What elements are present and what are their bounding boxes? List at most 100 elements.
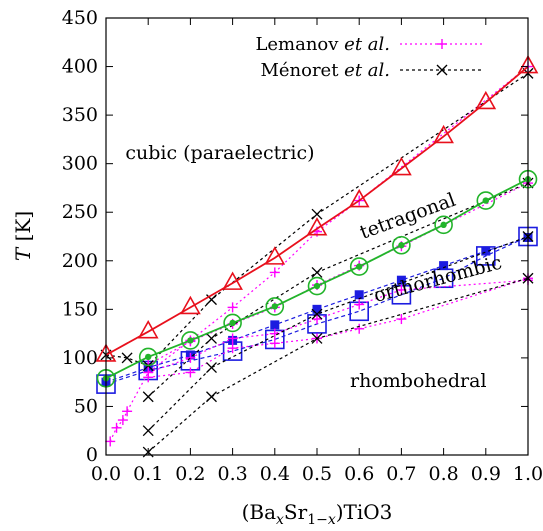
data-point: [265, 297, 285, 316]
data-point: [206, 391, 217, 403]
data-point: [349, 257, 369, 276]
data-point: [122, 406, 133, 417]
data-point: [269, 338, 280, 349]
data-point: [223, 313, 242, 333]
series-line: [147, 182, 529, 398]
series-line: [148, 277, 529, 378]
data-point: [117, 415, 128, 426]
x-tick-label: 0.3: [217, 463, 247, 485]
x-tick-label: 0.7: [386, 463, 416, 485]
data-point: [348, 188, 370, 208]
data-point: [475, 90, 497, 110]
x-tick-label: 0.0: [91, 463, 121, 485]
data-point: [391, 156, 412, 176]
series-sim_orthorhombic-2: [101, 232, 533, 387]
x-tick-label: 1.0: [513, 463, 543, 485]
data-point: [354, 299, 365, 310]
series-sim_tetragonal-1: [96, 169, 538, 388]
data-point: [206, 333, 217, 344]
data-point: [311, 308, 323, 320]
series-lemanov-7: [143, 273, 533, 383]
data-point: [185, 367, 196, 378]
data-point: [227, 343, 238, 354]
data-point: [269, 267, 280, 278]
series-line: [148, 279, 529, 374]
data-point: [206, 362, 217, 374]
x-tick-label: 0.9: [471, 463, 501, 485]
y-tick-label: 100: [62, 347, 98, 369]
data-point: [270, 320, 280, 330]
data-point: [185, 352, 196, 363]
phase-label: orthorhombic: [371, 252, 504, 307]
series-menoret-9: [142, 177, 534, 403]
y-tick-label: 300: [62, 153, 98, 175]
series-line: [105, 236, 529, 383]
data-point: [354, 323, 365, 334]
data-point: [307, 276, 327, 296]
data-point: [105, 436, 116, 447]
data-point: [264, 246, 286, 265]
data-point: [312, 304, 322, 314]
data-point: [311, 333, 323, 344]
x-tick-label: 0.8: [428, 463, 458, 485]
y-axis-label: T [K]: [11, 211, 35, 261]
data-point: [311, 266, 323, 278]
data-point: [227, 333, 238, 344]
data-point: [311, 208, 323, 220]
y-tick-label: 350: [62, 104, 98, 126]
y-tick-label: 400: [62, 56, 98, 78]
data-point: [142, 391, 154, 403]
series-line: [105, 72, 529, 367]
x-tick-label: 0.4: [260, 463, 290, 485]
legend-entry: Ménoret et al.: [260, 60, 484, 81]
y-tick-label: 200: [62, 250, 98, 272]
series-layer: [95, 54, 539, 458]
phase-label: rhombohedral: [350, 370, 487, 392]
data-point: [476, 191, 496, 210]
data-point: [306, 217, 328, 236]
phase-label: cubic (paraelectric): [125, 142, 314, 164]
y-tick-label: 0: [86, 444, 98, 466]
x-tick-label: 0.1: [133, 463, 163, 485]
data-point: [433, 124, 454, 144]
series-lemanov-6: [143, 275, 533, 378]
legend-label: Lemanov et al.: [255, 34, 390, 55]
legend-label: Ménoret et al.: [260, 60, 390, 81]
x-tick-label: 0.6: [344, 463, 374, 485]
y-tick-label: 50: [74, 395, 98, 417]
data-point: [312, 314, 322, 325]
legend-marker: [436, 64, 448, 76]
data-point: [396, 284, 407, 295]
y-tick-label: 450: [62, 7, 98, 29]
series-line: [147, 277, 529, 453]
data-point: [354, 290, 364, 300]
data-point: [481, 246, 491, 256]
y-tick-label: 250: [62, 201, 98, 223]
axes: 0.0 0.1 0.2 0.3 0.4 0.5 0.6 0.7 0.8 0.9 1.0 0 50 100 1…: [62, 7, 543, 485]
data-point: [227, 302, 238, 313]
data-point: [396, 314, 407, 325]
legend-entry: Lemanov et al.: [255, 34, 484, 55]
x-tick-label: 0.5: [302, 463, 332, 485]
data-point: [142, 425, 154, 437]
legend-marker: [437, 39, 447, 49]
data-point: [180, 295, 201, 315]
data-point: [181, 331, 200, 350]
y-tick-label: 150: [62, 298, 98, 320]
data-point: [111, 422, 122, 433]
data-point: [137, 320, 159, 339]
x-axis-label: (BaxSr1−x)TiO3: [242, 500, 393, 528]
data-point: [138, 347, 158, 367]
data-point: [439, 261, 449, 271]
data-point: [143, 372, 154, 383]
data-point: [434, 215, 453, 235]
series-line: [147, 235, 529, 432]
data-point: [392, 235, 411, 255]
data-point: [222, 271, 243, 290]
x-tick-label: 0.2: [175, 463, 205, 485]
data-point: [121, 352, 133, 364]
legend: Lemanov et al. Ménoret et al.: [255, 34, 484, 81]
series-line: [105, 65, 529, 356]
data-point: [396, 275, 406, 285]
